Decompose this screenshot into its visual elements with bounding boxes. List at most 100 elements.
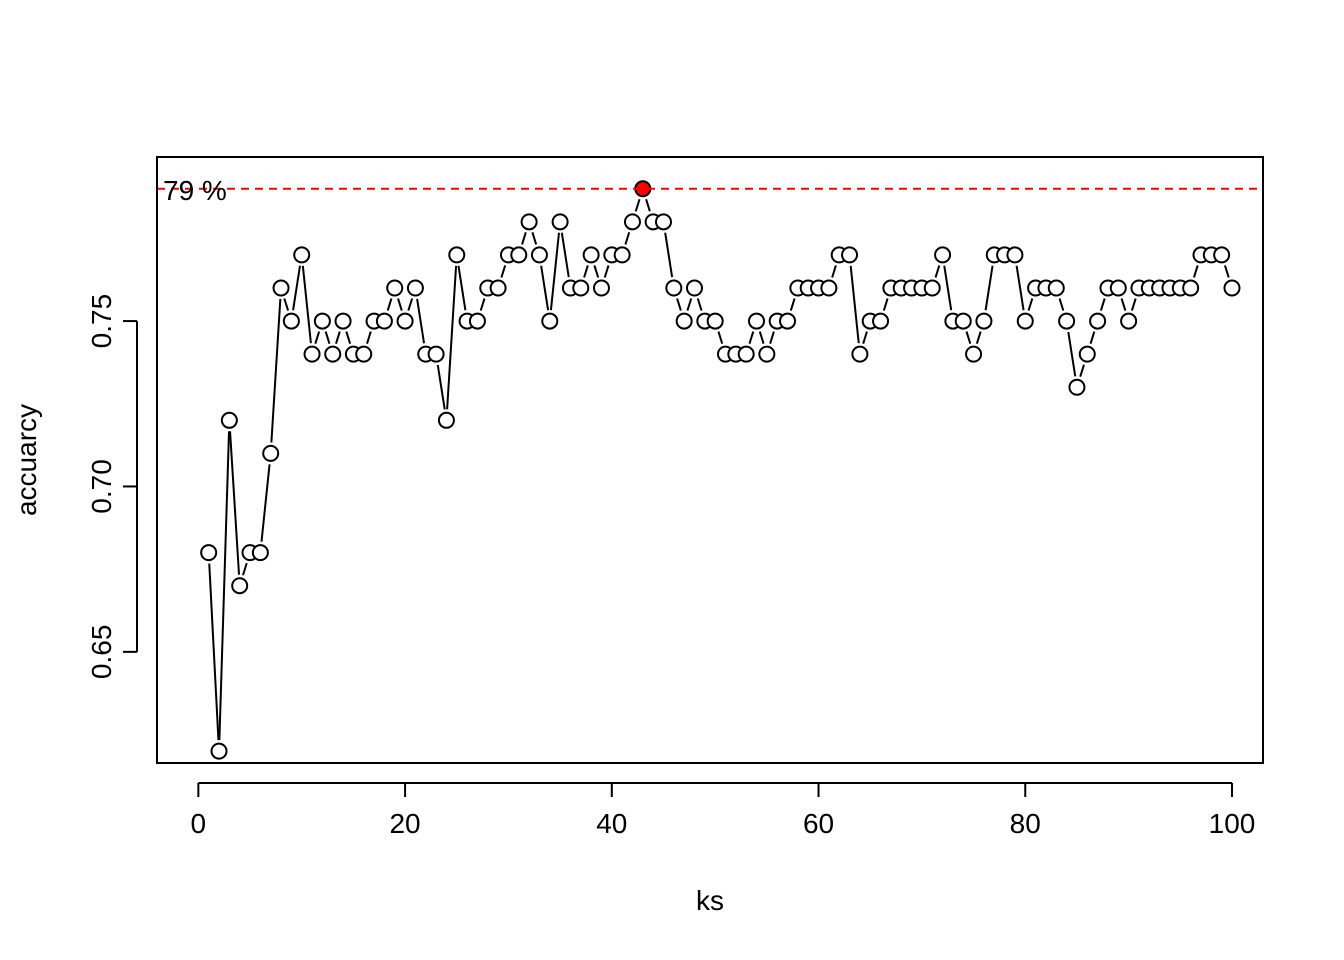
series-segment xyxy=(1058,298,1065,311)
data-point xyxy=(313,312,331,330)
data-point xyxy=(334,312,352,330)
data-point xyxy=(396,312,414,330)
data-point xyxy=(262,444,280,462)
data-point xyxy=(779,312,797,330)
series-segment xyxy=(676,298,682,311)
series-segment xyxy=(218,431,231,741)
series-segment xyxy=(1130,298,1137,311)
data-point xyxy=(923,279,941,297)
data-point xyxy=(324,345,342,363)
data-point xyxy=(954,312,972,330)
x-tick-label: 20 xyxy=(389,808,420,839)
data-point xyxy=(1109,279,1127,297)
series-segment xyxy=(984,265,994,311)
series-segment xyxy=(769,331,775,344)
data-point xyxy=(530,246,548,264)
data-point xyxy=(437,411,455,429)
x-axis-title: ks xyxy=(696,885,724,916)
data-point xyxy=(1078,345,1096,363)
series-segment xyxy=(831,265,837,278)
data-point xyxy=(468,312,486,330)
x-tick-label: 80 xyxy=(1010,808,1041,839)
data-point xyxy=(427,345,445,363)
data-point xyxy=(572,279,590,297)
data-point xyxy=(675,312,693,330)
series-segment xyxy=(882,298,889,311)
max-accuracy-annotation: 79 % xyxy=(163,175,227,206)
series-segment xyxy=(686,298,693,311)
data-point xyxy=(654,213,672,231)
data-point xyxy=(737,345,755,363)
data-point xyxy=(748,312,766,330)
series-segment xyxy=(229,431,241,575)
series-segment xyxy=(593,265,600,278)
series-segment xyxy=(260,464,271,542)
data-point xyxy=(665,279,683,297)
series-segment xyxy=(943,265,953,311)
series-segment xyxy=(645,198,651,212)
series-segment xyxy=(1079,364,1085,378)
data-point xyxy=(406,279,424,297)
series-segment xyxy=(457,265,467,311)
series-segment xyxy=(335,331,341,344)
data-point xyxy=(1120,312,1138,330)
series-segment xyxy=(540,265,550,311)
series-segment xyxy=(270,298,282,443)
series-segment xyxy=(314,331,321,344)
data-point xyxy=(520,213,538,231)
data-point xyxy=(293,246,311,264)
series-segment xyxy=(1015,265,1025,311)
series-segment xyxy=(345,331,352,344)
data-point xyxy=(1058,312,1076,330)
data-point xyxy=(355,345,373,363)
series-segment xyxy=(717,331,724,344)
data-point xyxy=(231,577,249,595)
data-point xyxy=(758,345,776,363)
data-point xyxy=(592,279,610,297)
series-segment xyxy=(549,232,560,311)
series-segment xyxy=(934,265,941,278)
data-point xyxy=(934,246,952,264)
data-point xyxy=(1068,378,1086,396)
series-segment xyxy=(521,232,527,245)
series-segment xyxy=(1067,331,1077,377)
data-point xyxy=(220,411,238,429)
series-segment xyxy=(366,331,372,344)
x-tick-label: 40 xyxy=(596,808,627,839)
series-segment xyxy=(1099,298,1106,311)
x-tick-label: 100 xyxy=(1209,808,1256,839)
data-point xyxy=(1016,312,1034,330)
data-point xyxy=(272,279,290,297)
series-segment xyxy=(789,298,796,311)
data-point xyxy=(375,312,393,330)
y-tick-label: 0.65 xyxy=(86,625,117,680)
series-segment xyxy=(696,298,703,311)
series-segment xyxy=(849,265,860,344)
series-segment xyxy=(758,331,765,344)
series-segment xyxy=(560,232,570,278)
series-segment xyxy=(397,298,403,311)
data-point xyxy=(210,742,228,760)
series-segment xyxy=(531,232,538,245)
series-segment xyxy=(1223,265,1230,278)
series-segment xyxy=(583,265,589,278)
data-point xyxy=(706,312,724,330)
series-segment xyxy=(965,331,972,344)
series-segment xyxy=(242,562,248,576)
data-point xyxy=(282,312,300,330)
series-segment xyxy=(1120,298,1127,311)
series-segment xyxy=(748,331,755,344)
data-point xyxy=(510,246,528,264)
data-point xyxy=(975,312,993,330)
data-point xyxy=(386,279,404,297)
series-segment xyxy=(975,331,982,344)
data-point xyxy=(303,345,321,363)
data-point xyxy=(1089,312,1107,330)
series-segment xyxy=(664,232,674,278)
data-point xyxy=(551,213,569,231)
data-point xyxy=(251,544,269,562)
data-point xyxy=(1047,279,1065,297)
series-segment xyxy=(301,265,312,344)
series-segment xyxy=(1089,331,1096,344)
